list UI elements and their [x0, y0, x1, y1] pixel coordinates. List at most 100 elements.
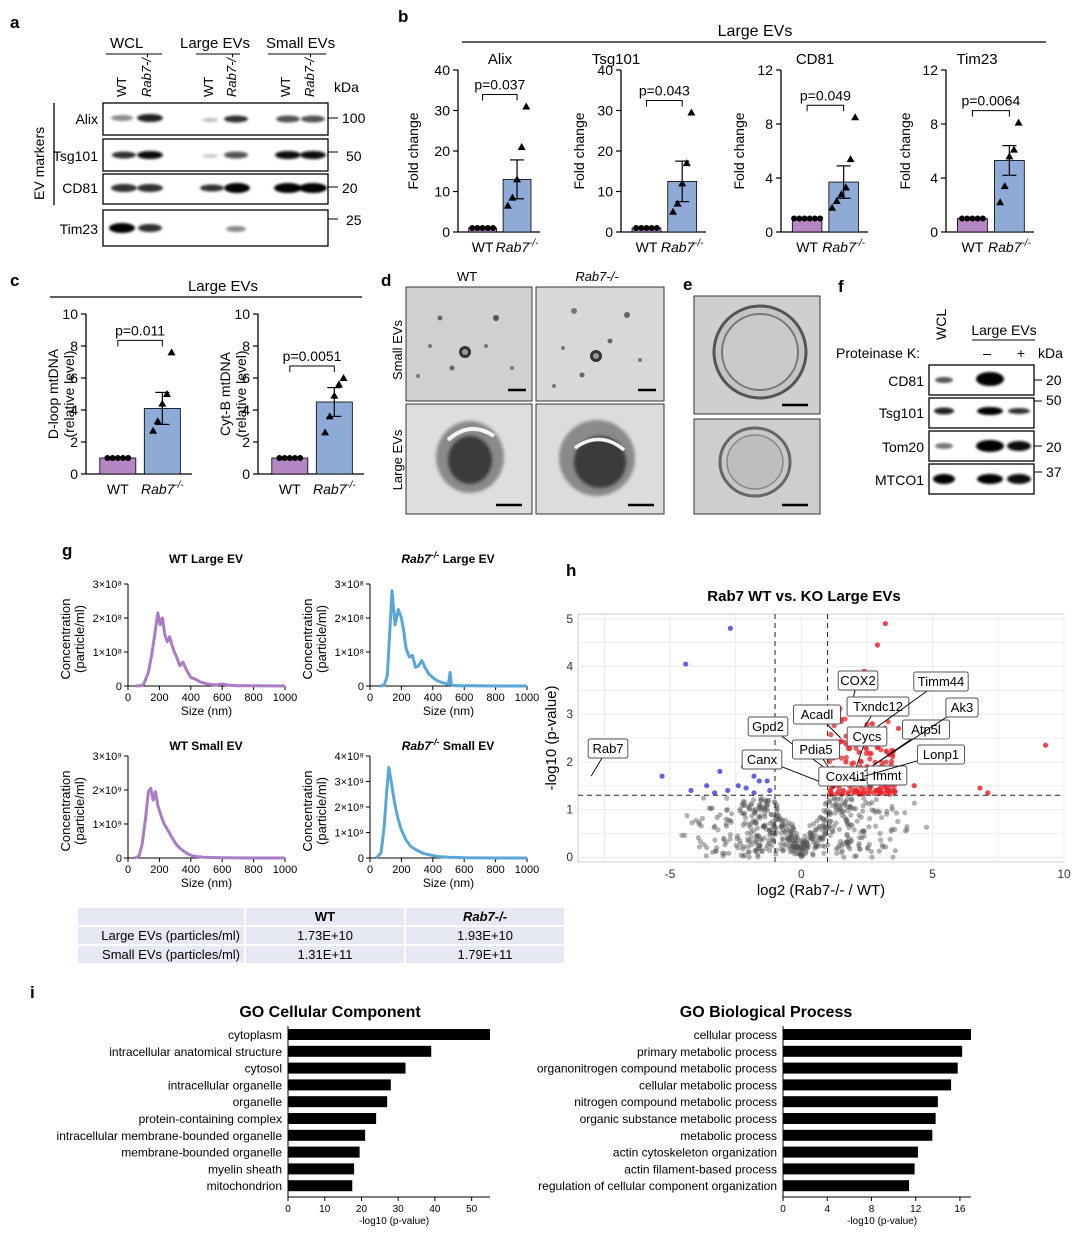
data-point-ns [761, 807, 767, 813]
chart-title: GO Biological Process [680, 1004, 853, 1021]
panel-i-go-bar-charts: GO Cellular Component cytoplasm intracellu… [57, 1004, 971, 1227]
data-point-ns [793, 839, 799, 846]
data-point-ns [805, 842, 812, 848]
data-point [1009, 145, 1018, 153]
data-point-ns [789, 841, 795, 848]
large-evs-label: Large EVs [971, 322, 1036, 338]
y-axis-label: (particle/ml) [72, 777, 87, 845]
band [976, 440, 1004, 452]
data-point-ns [753, 818, 759, 824]
data-point-ns [766, 827, 772, 833]
data-point-ns [775, 816, 781, 822]
go-chart: GO Cellular Component cytoplasm intracellu… [57, 1004, 490, 1227]
data-point-ns [740, 822, 746, 828]
data-point [832, 196, 841, 204]
data-point [325, 412, 334, 420]
data-point-ns [735, 845, 741, 851]
mw-marker: 20 [1046, 439, 1062, 455]
ev-particle [607, 338, 613, 344]
mw-marker: 20 [342, 180, 358, 196]
data-point-ns [773, 831, 779, 837]
data-point [1014, 118, 1023, 126]
data-point-up [855, 789, 861, 795]
bar [791, 218, 823, 233]
data-point-ns [818, 835, 824, 841]
data-point-ns [753, 820, 759, 826]
data-point-ns [778, 824, 784, 830]
data-point-down [727, 625, 733, 631]
bar [288, 1062, 406, 1074]
data-point [286, 455, 293, 461]
data-point-up [853, 745, 859, 752]
data-point-ns [778, 817, 784, 823]
data-point [276, 455, 283, 461]
data-point-ns [748, 829, 754, 836]
table-row: Small EVs (particles/ml) 1.31E+11 1.79E+… [76, 944, 566, 965]
data-point-ns [755, 854, 761, 860]
data-point-up [859, 786, 865, 792]
data-point-ns [723, 823, 730, 829]
lane-label-small-ko: Rab7-/- [302, 53, 317, 97]
y-tick-label: 40 [434, 62, 450, 78]
data-point [964, 215, 971, 222]
data-point-ns [869, 800, 875, 806]
gene-label: Rab7 [592, 741, 623, 756]
x-tick-label: Rab7-/- [988, 238, 1031, 255]
data-point-ns [763, 826, 769, 832]
chart-title: Rab7-/- Large EV [401, 550, 494, 566]
panel-letter-g: g [62, 541, 72, 560]
data-point-ns [770, 819, 776, 825]
x-tick-label: 1000 [515, 692, 539, 704]
y-axis-label: (relative level) [61, 350, 77, 437]
data-point-ns [836, 806, 842, 812]
data-point-ns [810, 833, 816, 840]
data-point-up [890, 787, 896, 794]
data-point-ns [775, 812, 781, 818]
data-point-ns [741, 802, 748, 808]
data-point-ns [861, 833, 867, 839]
data-point-ns [816, 837, 822, 843]
data-point-ns [791, 847, 797, 853]
y-tick-label: 1×10⁹ [93, 819, 123, 831]
data-point-ns [877, 830, 883, 837]
y-tick-label: 2×10⁸ [93, 613, 122, 625]
data-point-ns [715, 827, 721, 833]
data-point-up [884, 788, 890, 794]
x-tick-label: 4 [824, 1204, 830, 1215]
ev-markers-label: EV markers [31, 127, 47, 200]
blot-header-large-evs: Large EVs [180, 35, 250, 52]
band [224, 183, 250, 193]
data-point-ns [761, 805, 767, 812]
data-point-ns [792, 845, 798, 851]
data-point-ns [807, 830, 813, 836]
lane-labels: WT Rab7-/- WT Rab7-/- WT Rab7-/- [114, 53, 317, 97]
data-point-ns [792, 837, 798, 844]
data-point-ns [822, 831, 828, 838]
ev-particle [416, 374, 420, 378]
panel-letter-i: i [30, 983, 35, 1002]
data-point-ns [767, 847, 773, 854]
x-tick-label: 800 [244, 864, 262, 876]
panel-letter-f: f [838, 277, 844, 296]
band [224, 151, 248, 159]
data-point-ns [861, 795, 867, 801]
data-point-ns [785, 836, 791, 843]
data-point-ns [786, 844, 792, 850]
y-axis-label: D-loop mtDNA [45, 348, 61, 439]
data-point-ns [765, 798, 771, 804]
category-label: intracellular organelle [168, 1078, 282, 1092]
data-point-ns [709, 805, 715, 811]
data-point-ns [813, 844, 819, 850]
data-point-up [864, 721, 870, 728]
data-point-ns [834, 850, 840, 857]
data-point-ns [821, 824, 827, 830]
x-tick-label: 600 [455, 692, 473, 704]
data-point-ns [792, 835, 798, 841]
data-point-down [767, 787, 773, 794]
distribution-line [375, 766, 527, 860]
y-tick-label: 1×10⁹ [335, 828, 365, 840]
data-point-ns [794, 834, 801, 840]
x-tick-label: 400 [424, 692, 442, 704]
data-point [1000, 182, 1009, 190]
